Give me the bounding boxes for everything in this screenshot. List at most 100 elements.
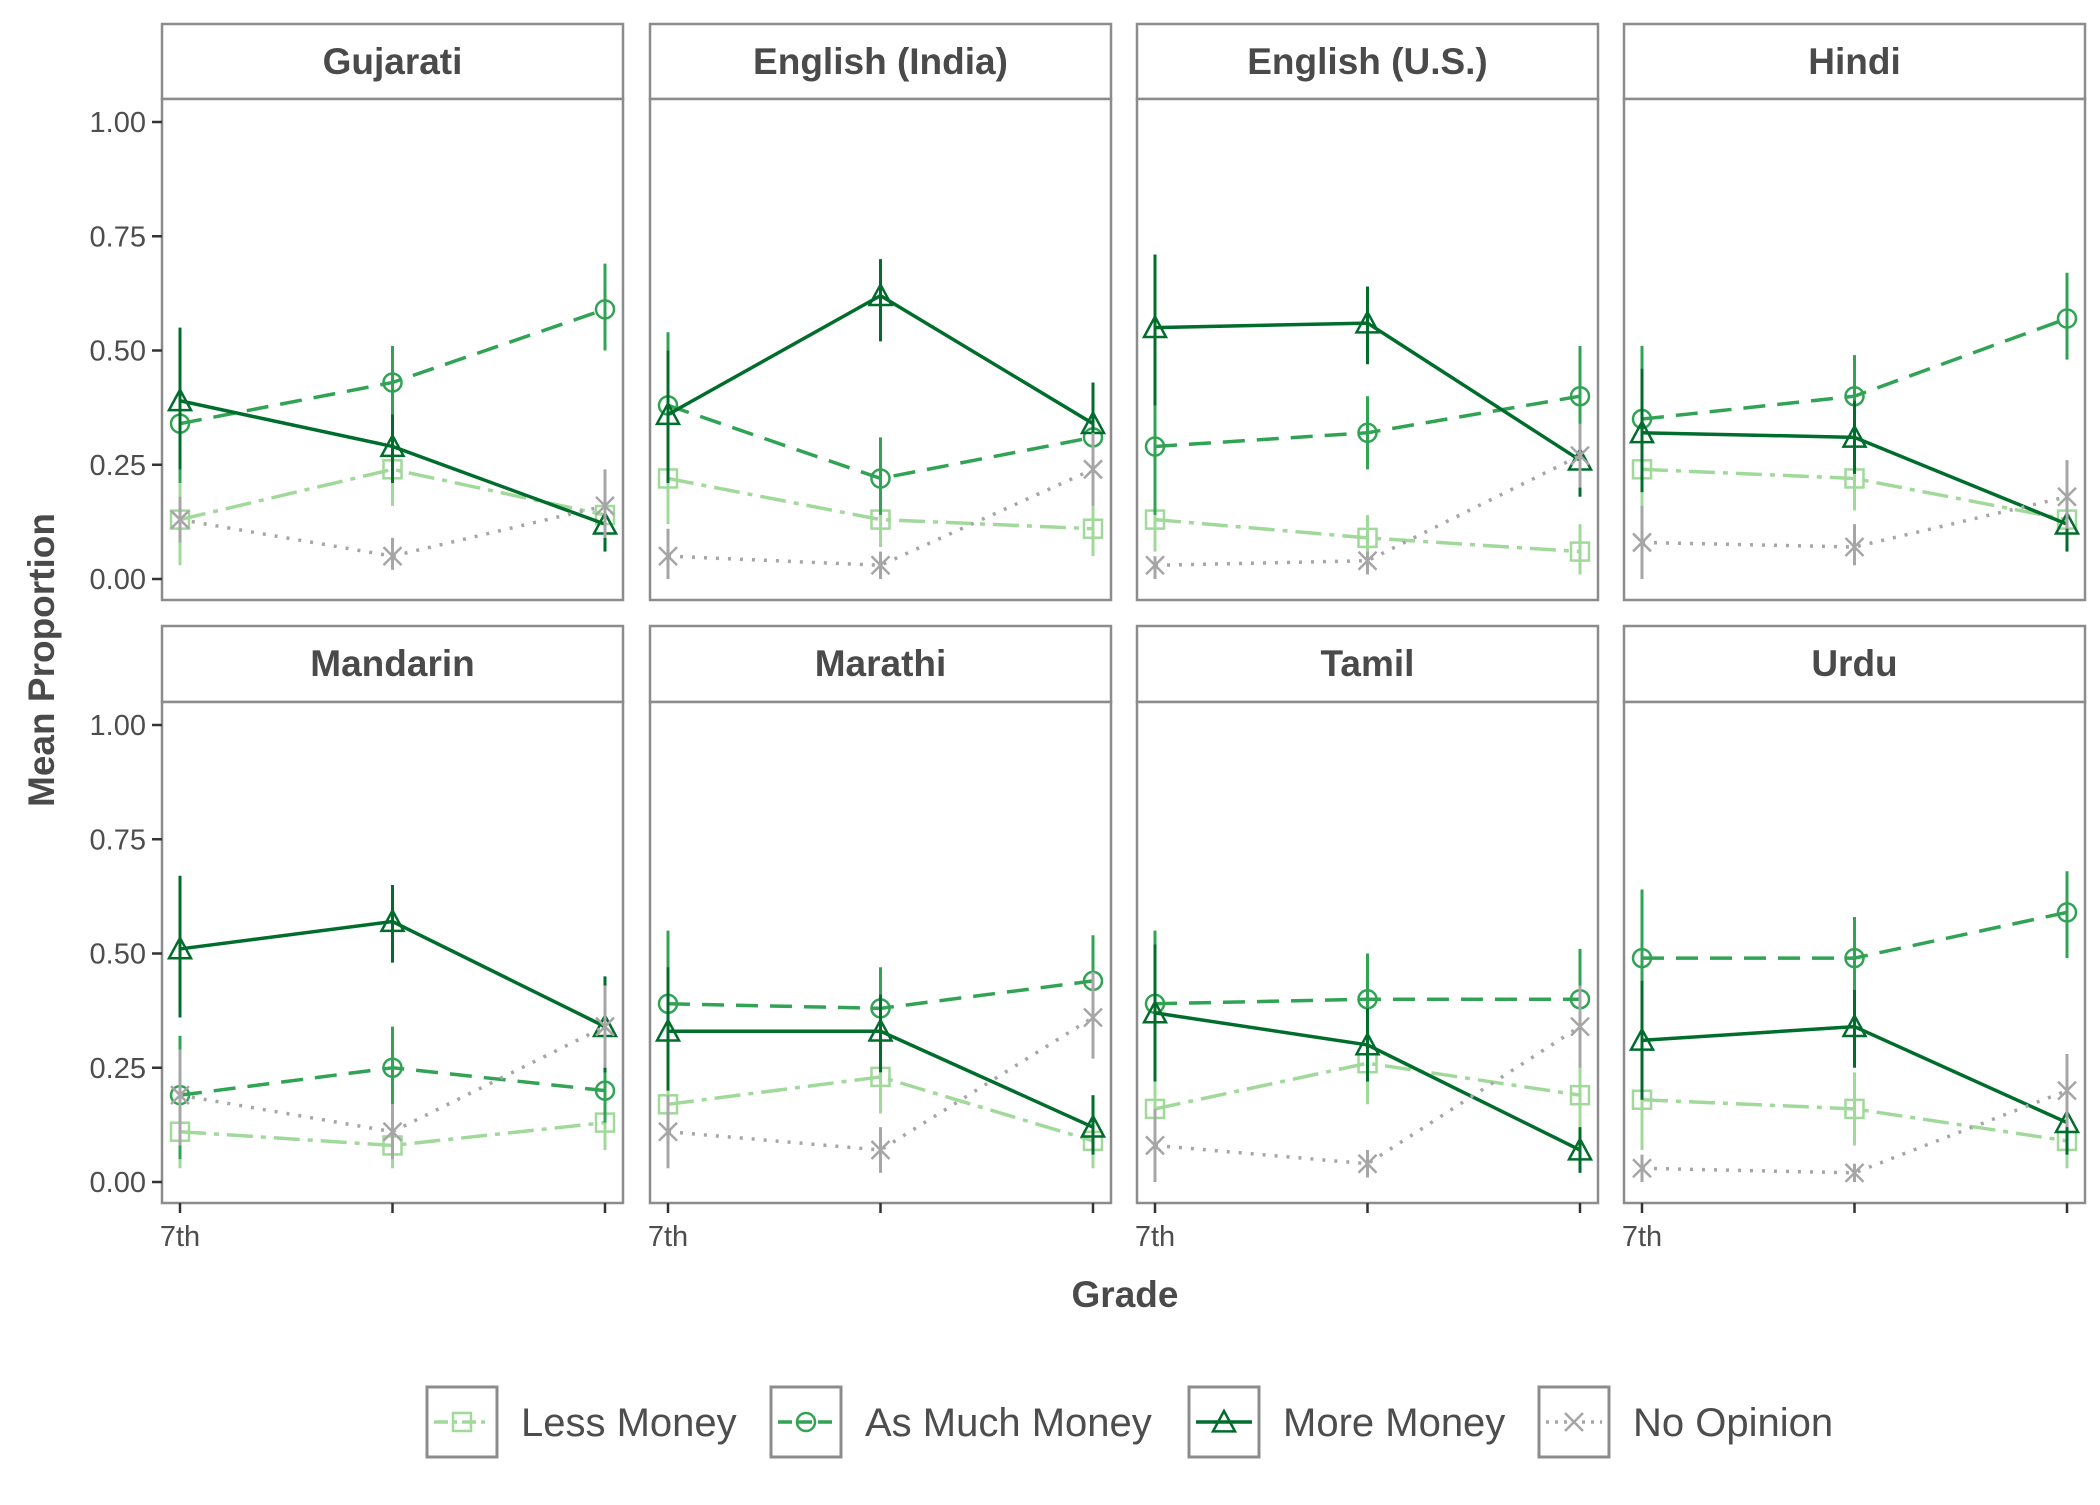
data-point: [2053, 1108, 2081, 1134]
panels-layer: Gujarati English (India) English (U.S.) Hin…: [160, 22, 2087, 1205]
x-tick-label: 7th: [648, 1221, 688, 1253]
legend-key-marker: [795, 1411, 817, 1433]
data-point: [1144, 436, 1166, 457]
facet-panel: Urdu: [1622, 624, 2087, 1205]
series-line: [179, 307, 606, 426]
data-point: [170, 1085, 190, 1106]
data-point: [1141, 999, 1169, 1024]
data-point: [379, 432, 406, 458]
facet-title: Mandarin: [310, 643, 474, 684]
series-line: [1642, 910, 2068, 960]
data-point: [1357, 988, 1378, 1010]
data-point: [1083, 459, 1103, 480]
data-point: [382, 546, 403, 567]
series-line: [179, 504, 606, 558]
legend-label: More Money: [1283, 1401, 1505, 1445]
data-point: [379, 907, 406, 933]
facet-panel: English (India): [648, 22, 1113, 602]
series-line: [667, 1075, 1094, 1143]
facet-panel: Mandarin: [160, 624, 625, 1205]
series-no-opinion: [658, 432, 1103, 579]
y-tick-label: 0.50: [90, 939, 146, 971]
series-more-money: [654, 967, 1107, 1155]
data-point: [1354, 1031, 1381, 1056]
data-point: [1631, 947, 1653, 969]
y-axis-title: Mean Proportion: [21, 513, 62, 807]
series-no-opinion: [658, 971, 1103, 1173]
legend-label: As Much Money: [865, 1401, 1152, 1445]
series-more-money: [1628, 980, 2081, 1155]
facet-panel: Gujarati: [160, 22, 625, 602]
data-point: [1632, 1158, 1652, 1179]
data-point: [1083, 1007, 1103, 1028]
y-tick-label: 0.25: [90, 450, 146, 482]
data-point: [595, 495, 615, 516]
facet-strip: [1135, 624, 1600, 704]
y-tick-label: 0.75: [90, 221, 146, 253]
legend-key-marker: [1210, 1408, 1238, 1433]
data-point: [1141, 314, 1169, 339]
panel-frame: [1622, 97, 2087, 602]
data-point: [1145, 555, 1165, 576]
data-point: [1357, 1153, 1378, 1174]
series-line: [179, 1065, 606, 1097]
legend-item-no-opinion: No Opinion: [1537, 1385, 1833, 1459]
x-tick-label: 7th: [1622, 1221, 1662, 1253]
facet-title: English (India): [753, 41, 1008, 82]
data-point: [166, 387, 194, 412]
data-point: [1628, 419, 1656, 444]
data-point: [1566, 1136, 1594, 1161]
y-tick-label: 0.00: [90, 1167, 146, 1199]
legend-item-more-money: More Money: [1187, 1385, 1505, 1459]
facet-title: Hindi: [1808, 41, 1900, 82]
series-more-money: [1141, 944, 1594, 1173]
series-line: [1641, 467, 2068, 522]
legend-key-marker: [1564, 1412, 1584, 1432]
data-point: [658, 546, 678, 567]
series-line: [668, 1029, 1094, 1129]
facet-title: Marathi: [815, 643, 947, 684]
data-point: [1841, 1012, 1868, 1038]
y-tick-label: 1.00: [90, 107, 146, 139]
data-point: [654, 400, 682, 426]
data-point: [1844, 1162, 1865, 1183]
y-tick-label: 0.50: [90, 336, 146, 368]
series-line: [1641, 316, 2068, 421]
series-as-much-money: [1144, 345, 1591, 516]
legend-item-less-money: Less Money: [425, 1385, 737, 1459]
facet-title: Gujarati: [323, 41, 463, 82]
data-point: [1632, 532, 1652, 553]
data-point: [1841, 423, 1868, 448]
data-point: [595, 1016, 615, 1037]
series-line: [1154, 321, 1581, 462]
data-point: [1357, 550, 1378, 571]
y-tick-label: 0.00: [90, 564, 146, 596]
series-line: [1154, 997, 1580, 1006]
facet-strip: [160, 22, 625, 101]
panel-frame: [648, 700, 1113, 1205]
data-point: [1079, 1113, 1107, 1138]
data-point: [867, 282, 894, 307]
series-no-opinion: [1145, 423, 1590, 579]
series-line: [1154, 517, 1581, 554]
facet-title: Urdu: [1811, 643, 1897, 684]
series-line: [667, 293, 1094, 426]
data-point: [382, 1057, 403, 1078]
data-point: [1082, 518, 1104, 539]
data-point: [594, 1080, 616, 1101]
facet-panel: Marathi: [648, 624, 1113, 1205]
data-point: [2056, 308, 2078, 329]
axes-layer: 0.00 0.25 0.50 0.75 1.00 0.00 0.25 0.50 0.75 1.00…: [90, 107, 2069, 1253]
series-line: [667, 403, 1094, 481]
legend-key-marker: [451, 1411, 473, 1433]
panel-frame: [1135, 700, 1600, 1205]
data-point: [654, 1017, 682, 1042]
series-no-opinion: [1632, 1054, 2077, 1183]
legend: Less Money As Much Money More Money No Opin…: [425, 1385, 1833, 1459]
legend-label: Less Money: [521, 1401, 737, 1445]
y-tick-label: 0.25: [90, 1053, 146, 1085]
series-line: [1641, 1097, 2068, 1143]
legend-item-as-much-money: As Much Money: [769, 1385, 1152, 1459]
data-point: [1357, 527, 1378, 549]
